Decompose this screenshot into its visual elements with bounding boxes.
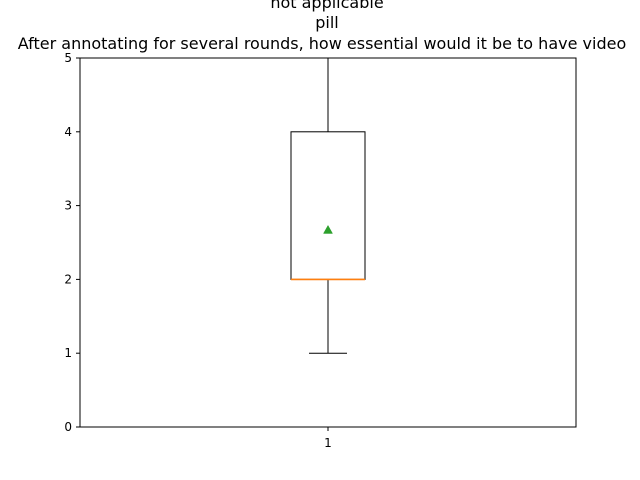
x-tick-label-1: 1 bbox=[324, 436, 332, 450]
title-line-1: not applicable bbox=[270, 0, 383, 12]
axes: 0 1 2 3 4 5 1 bbox=[64, 51, 577, 450]
title-line-2: pill bbox=[315, 13, 339, 32]
y-tick-label-4: 4 bbox=[64, 125, 72, 139]
y-tick-label-1: 1 bbox=[64, 346, 72, 360]
y-tick-label-2: 2 bbox=[64, 272, 72, 286]
title-line-3: After annotating for several rounds, how… bbox=[18, 34, 626, 53]
mean-marker bbox=[323, 224, 333, 234]
chart-title: not applicable pill After annotating for… bbox=[18, 0, 626, 53]
y-tick-label-3: 3 bbox=[64, 199, 72, 213]
y-tick-label-0: 0 bbox=[64, 420, 72, 434]
y-tick-label-5: 5 bbox=[64, 51, 72, 65]
